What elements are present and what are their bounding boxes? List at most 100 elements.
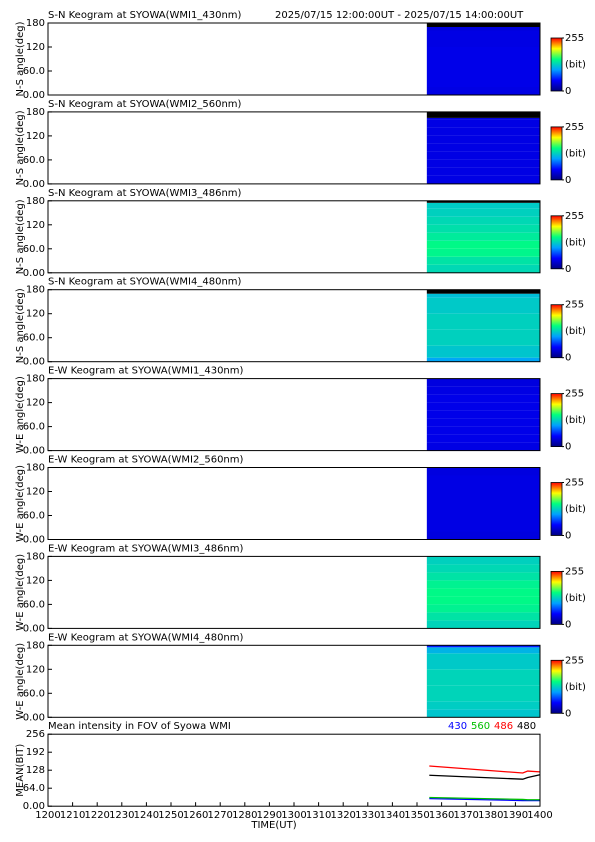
colorbar	[550, 659, 563, 714]
keogram-cell	[426, 669, 540, 686]
x-tick-label: 1320	[330, 810, 355, 821]
y-axis-label: N-S angle(deg)	[15, 21, 26, 96]
y-tick-label: 180	[26, 463, 45, 474]
keogram-cell	[426, 256, 540, 265]
y-tick-label: 180	[26, 551, 45, 562]
colorbar	[550, 37, 563, 92]
keogram-cell	[426, 572, 540, 581]
panel-title: S-N Keogram at SYOWA(WMI3_486nm)	[48, 188, 242, 199]
x-tick-label: 1390	[503, 810, 528, 821]
y-axis-label: W-E angle(deg)	[15, 465, 26, 542]
x-tick-label: 1250	[158, 810, 183, 821]
colorbar	[550, 393, 563, 448]
y-tick-label: 60.0	[23, 688, 45, 699]
y-tick-label: 120	[26, 42, 45, 53]
y-tick-label: 0.00	[23, 179, 45, 190]
y-tick-label: 0.00	[23, 801, 45, 812]
keogram-cell	[426, 297, 540, 314]
x-tick-label: 1200	[35, 810, 60, 821]
colorbar-tick-label: 0	[565, 175, 571, 186]
colorbar-label: (bit)	[565, 237, 586, 248]
plot-frame	[47, 555, 541, 629]
keogram-cell	[426, 507, 540, 516]
y-tick-label: 60.0	[23, 333, 45, 344]
colorbar-tick-label: 0	[565, 442, 571, 453]
y-tick-label: 180	[26, 285, 45, 296]
plot-frame	[47, 378, 541, 452]
keogram-cell	[426, 135, 540, 144]
y-tick-label: 180	[26, 374, 45, 385]
keogram-cell	[426, 175, 540, 184]
keogram-cell	[426, 119, 540, 128]
colorbar	[550, 126, 563, 181]
y-axis-label: N-S angle(deg)	[15, 288, 26, 363]
keogram-cell	[426, 87, 540, 95]
panel-title: E-W Keogram at SYOWA(WMI2_560nm)	[48, 455, 244, 466]
keogram-cell	[426, 39, 540, 47]
plot-frame	[47, 644, 541, 718]
colorbar-tick-label: 255	[565, 300, 584, 311]
y-axis-label: N-S angle(deg)	[15, 110, 26, 185]
y-axis-label: N-S angle(deg)	[15, 199, 26, 274]
keogram-cell	[426, 159, 540, 168]
legend-entry: 480	[517, 721, 536, 732]
y-tick-label: 0.00	[23, 712, 45, 723]
colorbar-tick-label: 255	[565, 33, 584, 44]
keogram-cell	[426, 27, 540, 31]
keogram-cell	[426, 208, 540, 217]
y-tick-label: 60.0	[23, 599, 45, 610]
keogram-cell	[426, 313, 540, 330]
y-tick-label: 120	[26, 309, 45, 320]
panel-title: E-W Keogram at SYOWA(WMI3_486nm)	[48, 543, 244, 554]
colorbar	[550, 571, 563, 625]
colorbar-tick-label: 0	[565, 619, 571, 630]
y-axis-label: W-E angle(deg)	[15, 554, 26, 631]
keogram-cell	[426, 475, 540, 484]
colorbar-label: (bit)	[565, 326, 586, 337]
plot-frame	[47, 733, 541, 807]
y-tick-label: 256	[26, 729, 45, 740]
keogram-cell	[426, 55, 540, 63]
colorbar	[550, 482, 563, 536]
y-tick-label: 0.00	[23, 446, 45, 457]
colorbar	[550, 304, 563, 359]
keogram-cell	[426, 564, 540, 573]
keogram-cell	[426, 127, 540, 136]
y-tick-label: 120	[26, 220, 45, 231]
series-line	[429, 774, 541, 780]
keogram-cell	[426, 499, 540, 508]
colorbar-tick-label: 0	[565, 264, 571, 275]
y-tick-label: 0.00	[23, 90, 45, 101]
keogram-cell	[426, 685, 540, 702]
keogram-cell	[426, 31, 540, 39]
plot-frame	[47, 289, 541, 363]
keogram-cell	[426, 71, 540, 79]
panel-title: S-N Keogram at SYOWA(WMI2_560nm)	[48, 99, 242, 110]
x-tick-label: 1300	[281, 810, 306, 821]
keogram-cell	[426, 143, 540, 152]
keogram-cell	[426, 216, 540, 225]
y-tick-label: 60.0	[23, 66, 45, 77]
keogram-cell	[426, 293, 540, 298]
keogram-cell	[426, 612, 540, 621]
y-axis-label: MEAN(BIT)	[15, 744, 26, 797]
keogram-cell	[426, 523, 540, 532]
keogram-cell	[426, 63, 540, 71]
plot-frame	[47, 200, 541, 274]
keogram-cell	[426, 588, 540, 597]
y-tick-label: 120	[26, 398, 45, 409]
keogram-cell	[426, 604, 540, 613]
panel-title: Mean intensity in FOV of Syowa WMI	[48, 721, 231, 732]
keogram-cell	[426, 167, 540, 176]
y-tick-label: 128	[26, 765, 45, 776]
y-tick-label: 180	[26, 196, 45, 207]
x-tick-label: 1260	[183, 810, 208, 821]
y-tick-label: 60.0	[23, 155, 45, 166]
colorbar-tick-label: 0	[565, 86, 571, 97]
panel-title: E-W Keogram at SYOWA(WMI4_480nm)	[48, 632, 244, 643]
series-line	[429, 796, 540, 801]
colorbar-tick-label: 255	[565, 566, 584, 577]
colorbar-label: (bit)	[565, 682, 586, 693]
keogram-cell	[426, 345, 540, 358]
